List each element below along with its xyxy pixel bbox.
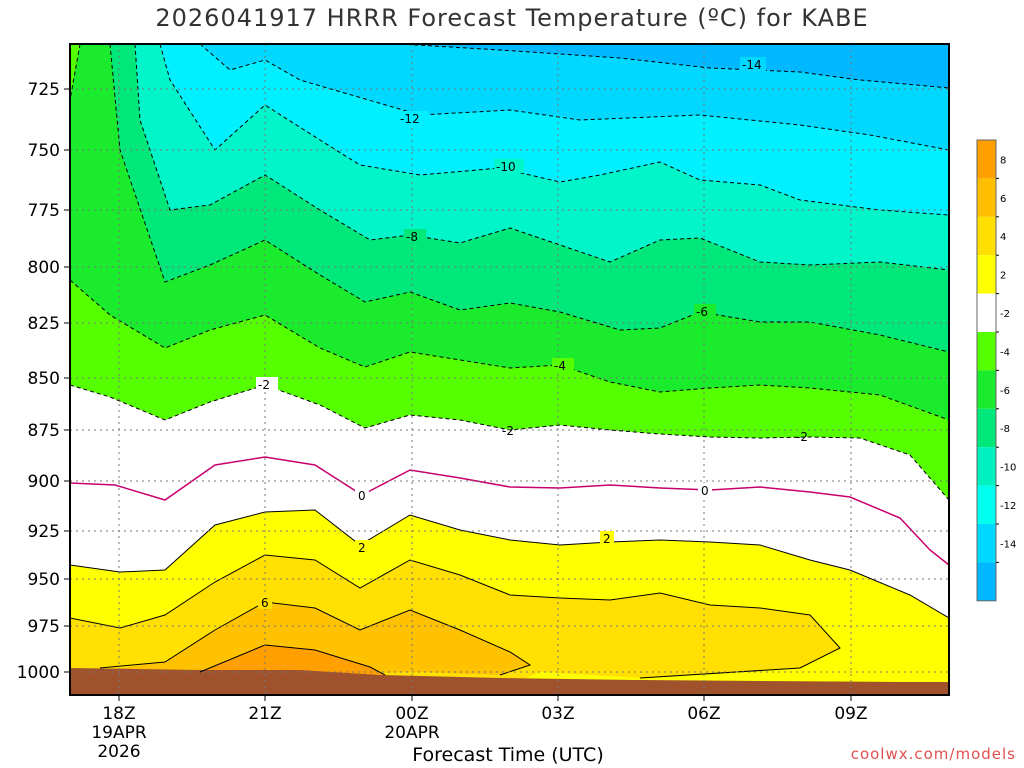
colorbar-swatch bbox=[977, 332, 996, 371]
contour-8 bbox=[199, 644, 386, 676]
plot-frame bbox=[69, 43, 950, 696]
contour-minus12 bbox=[199, 44, 949, 151]
colorbar-swatch bbox=[977, 447, 996, 486]
colorbar-swatch bbox=[977, 562, 996, 601]
contour-label: -8 bbox=[406, 230, 418, 244]
contour-minus14 bbox=[399, 44, 949, 89]
contour-label: -2 bbox=[258, 378, 270, 392]
y-tick-label: 825 bbox=[28, 314, 60, 334]
colorbar-swatch bbox=[977, 293, 996, 332]
contour-label: 2 bbox=[358, 541, 366, 555]
contour-label-group: -14 -12 -10 -8 -6 -4 -2 -2 -2 0 0 2 2 6 bbox=[256, 57, 808, 610]
contour-label: 6 bbox=[261, 596, 269, 610]
contour-label: -12 bbox=[400, 112, 420, 126]
y-tick-label: 1000 bbox=[17, 663, 60, 683]
y-tick-label: 775 bbox=[28, 201, 60, 221]
x-tick-label: 19APR bbox=[91, 723, 147, 743]
contour-lines bbox=[70, 44, 949, 501]
colorbar-swatch bbox=[977, 370, 996, 409]
colorbar-label: 2 bbox=[1000, 271, 1006, 282]
colorbar-swatch bbox=[977, 178, 996, 217]
colorbar-swatch bbox=[977, 408, 996, 448]
y-tick-label: 800 bbox=[28, 258, 60, 278]
contour-4 bbox=[70, 554, 841, 679]
contour-minus4 bbox=[70, 44, 949, 421]
x-tick-label: 20APR bbox=[384, 723, 440, 743]
colorbar-label: 6 bbox=[1000, 194, 1006, 205]
colorbar-label: -8 bbox=[1000, 424, 1010, 435]
y-axis bbox=[64, 88, 70, 673]
x-tick-label: 09Z bbox=[834, 704, 867, 724]
ground-terrain bbox=[70, 668, 949, 695]
contour-label: -6 bbox=[696, 305, 708, 319]
credit-link[interactable]: coolwx.com/models bbox=[850, 745, 1016, 763]
y-tick-label: 900 bbox=[28, 472, 60, 492]
y-tick-label: 950 bbox=[28, 570, 60, 590]
contour-label: 0 bbox=[701, 484, 709, 498]
contour-label: -10 bbox=[496, 160, 516, 174]
contour-minus10 bbox=[159, 44, 949, 216]
grid-lines bbox=[70, 44, 949, 695]
x-tick-label: 21Z bbox=[248, 704, 281, 724]
colorbar-swatch bbox=[977, 485, 996, 524]
colorbar-swatch bbox=[977, 255, 996, 294]
colorbar-label: 8 bbox=[1000, 155, 1006, 166]
y-tick-label: 750 bbox=[28, 141, 60, 161]
y-tick-labels: 725 750 775 800 825 850 875 900 925 950 … bbox=[17, 80, 60, 683]
contour-0 bbox=[70, 456, 949, 566]
x-axis-label: Forecast Time (UTC) bbox=[412, 744, 604, 766]
band-6 bbox=[70, 602, 530, 680]
x-tick-labels: 18Z 19APR 2026 21Z 00Z 20APR 03Z 06Z 09Z bbox=[91, 704, 867, 762]
colorbar-swatch bbox=[977, 216, 996, 256]
colorbar-label: 4 bbox=[1000, 232, 1006, 243]
colorbar-label: -12 bbox=[1000, 501, 1016, 512]
y-tick-label: 725 bbox=[28, 80, 60, 100]
colorbar-label: -2 bbox=[1000, 309, 1010, 320]
contour-minus2 bbox=[70, 384, 949, 501]
contour-label: 0 bbox=[358, 489, 366, 503]
contour-6 bbox=[99, 601, 532, 676]
contour-minus8 bbox=[134, 44, 949, 271]
chart-title: 2026041917 HRRR Forecast Temperature (ºC… bbox=[155, 4, 869, 32]
colorbar-swatch bbox=[977, 140, 996, 179]
y-tick-label: 875 bbox=[28, 421, 60, 441]
colorbar-label: -4 bbox=[1000, 347, 1010, 358]
x-tick-label: 2026 bbox=[97, 742, 140, 762]
x-tick-label: 00Z bbox=[395, 704, 428, 724]
contour-label: 2 bbox=[603, 532, 611, 546]
y-tick-label: 925 bbox=[28, 522, 60, 542]
contour-label: -4 bbox=[554, 359, 566, 373]
colorbar-label: -14 bbox=[1000, 539, 1016, 550]
y-tick-label: 850 bbox=[28, 369, 60, 389]
contour-lines-positive bbox=[70, 509, 949, 679]
colorbar-swatch bbox=[977, 524, 996, 563]
contour-label: -14 bbox=[742, 58, 762, 72]
x-tick-label: 18Z bbox=[102, 704, 135, 724]
contour-minus6 bbox=[109, 44, 949, 353]
x-tick-label: 06Z bbox=[687, 704, 720, 724]
colorbar: 8 6 4 2 -2 -4 -6 -8 -10 -12 -14 bbox=[976, 139, 1016, 602]
colorbar-label: -6 bbox=[1000, 386, 1010, 397]
contour-label: -2 bbox=[502, 424, 514, 438]
x-tick-label: 03Z bbox=[541, 704, 574, 724]
contour-label: -2 bbox=[796, 430, 808, 444]
y-tick-label: 975 bbox=[28, 617, 60, 637]
contour-2 bbox=[70, 509, 949, 619]
colorbar-label: -10 bbox=[1000, 463, 1016, 474]
x-axis bbox=[118, 695, 852, 701]
